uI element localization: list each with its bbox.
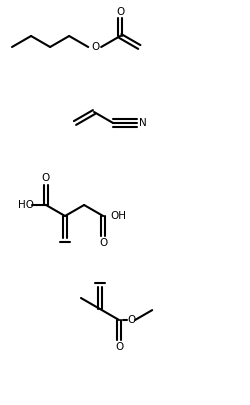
Text: O: O	[42, 173, 50, 183]
Text: O: O	[115, 342, 123, 352]
Text: O: O	[91, 42, 99, 52]
Text: N: N	[139, 118, 147, 128]
Text: OH: OH	[110, 211, 126, 221]
Text: O: O	[116, 7, 124, 17]
Text: O: O	[127, 315, 135, 325]
Text: HO: HO	[18, 200, 34, 210]
Text: O: O	[99, 238, 107, 248]
